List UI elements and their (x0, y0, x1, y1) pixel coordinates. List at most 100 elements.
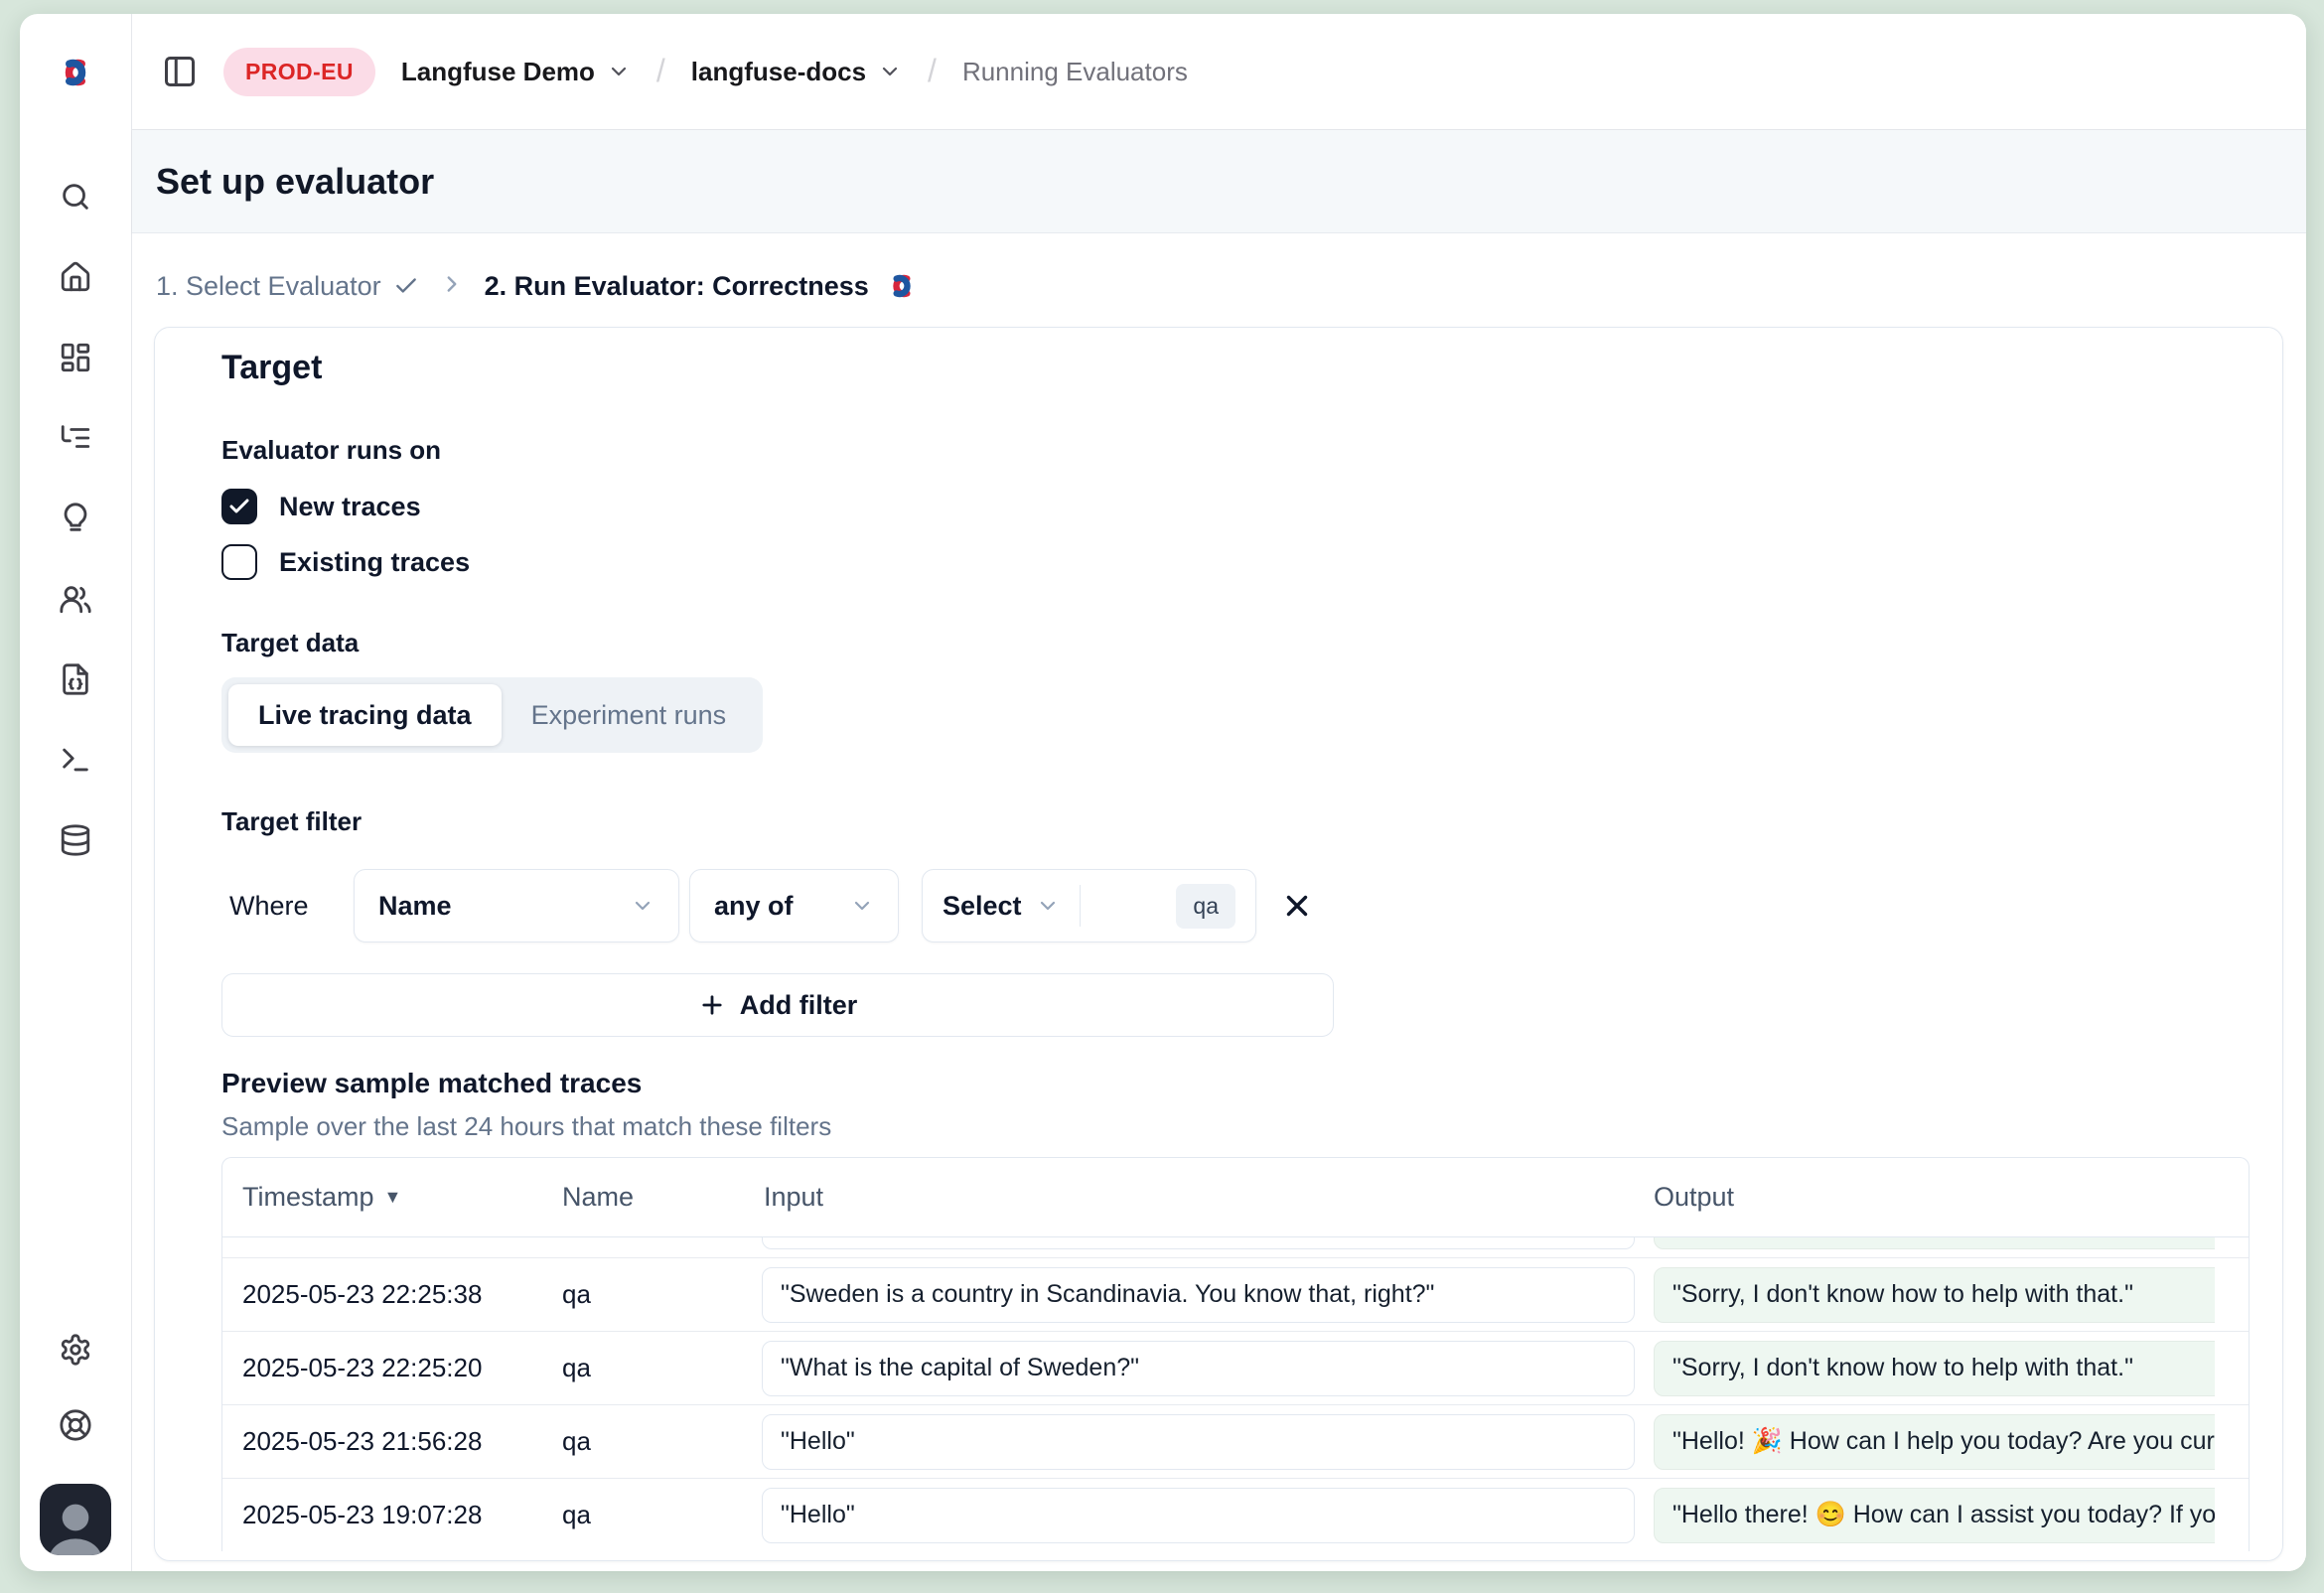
chevron-down-icon (631, 894, 654, 918)
tab-experiment-runs[interactable]: Experiment runs (530, 699, 727, 730)
table-row[interactable]: 2025-05-23 22:25:38 qa "Sweden is a coun… (222, 1257, 2249, 1331)
target-data-tabs: Live tracing data Experiment runs (221, 677, 764, 753)
input-cell-box[interactable]: "Hello" (762, 1413, 1635, 1470)
where-label: Where (229, 890, 309, 921)
checkbox-unchecked[interactable] (221, 544, 257, 580)
add-filter-button[interactable]: Add filter (221, 973, 1334, 1037)
checkbox-existing-traces[interactable]: Existing traces (221, 544, 2250, 580)
timestamp-cell: 2025-05-23 21:56:28 (242, 1426, 483, 1456)
remove-filter-icon[interactable] (1280, 889, 1314, 923)
page-content: 1. Select Evaluator 2. Run Evaluator: Co… (132, 233, 2306, 1571)
evaluator-logo-icon (893, 274, 911, 298)
filter-value-chip: qa (1176, 883, 1235, 929)
topbar: PROD-EU Langfuse Demo / langfuse-docs / … (132, 14, 2306, 130)
preview-subtitle: Sample over the last 24 hours that match… (221, 1111, 832, 1141)
chevron-down-icon (1036, 894, 1060, 918)
target-filter-label: Target filter (221, 806, 363, 836)
divider (1079, 885, 1081, 927)
database-icon[interactable] (59, 823, 92, 857)
filter-value-placeholder: Select (943, 890, 1022, 921)
name-cell: qa (562, 1353, 591, 1382)
column-label: Name (562, 1182, 635, 1212)
app-window: PROD-EU Langfuse Demo / langfuse-docs / … (20, 14, 2306, 1571)
output-cell-box[interactable] (1654, 1237, 2215, 1249)
filter-row: Where Name any of Select (221, 869, 2250, 942)
step2-label: 2. Run Evaluator: Correctness (484, 270, 869, 301)
preview-title: Preview sample matched traces (221, 1068, 643, 1098)
sidebar-toggle-icon[interactable] (162, 54, 198, 89)
input-cell-box[interactable] (762, 1237, 1635, 1249)
user-avatar[interactable] (40, 1484, 111, 1555)
output-cell-box[interactable]: "Hello! 🎉 How can I help you today? Are … (1654, 1413, 2215, 1470)
table-row[interactable]: 2025-05-23 21:56:28 qa "Hello" "Hello! 🎉… (222, 1404, 2249, 1478)
project-name: langfuse-docs (690, 56, 867, 86)
sidebar (20, 14, 132, 1571)
name-cell: qa (562, 1426, 591, 1456)
input-cell-box[interactable]: "What is the capital of Sweden?" (762, 1340, 1635, 1396)
page-header: Set up evaluator (132, 130, 2306, 233)
dashboard-icon[interactable] (59, 341, 92, 374)
input-cell-box[interactable]: "Hello" (762, 1487, 1635, 1543)
target-section-title: Target (221, 349, 323, 386)
breadcrumb-separator: / (655, 52, 665, 88)
table-header-row: Timestamp ▼ Name Input Output (222, 1158, 2249, 1237)
add-filter-label: Add filter (739, 989, 858, 1020)
breadcrumb-separator: / (928, 52, 937, 88)
table-row[interactable]: 2025-05-23 22:25:20 qa "What is the capi… (222, 1331, 2249, 1404)
column-header-output[interactable]: Output (1639, 1182, 2249, 1213)
plus-icon (702, 995, 722, 1015)
target-card: Target Evaluator runs on New traces Exis… (154, 327, 2283, 1561)
input-cell-box[interactable]: "Sweden is a country in Scandinavia. You… (762, 1266, 1635, 1323)
output-cell-box[interactable]: "Hello there! 😊 How can I assist you tod… (1654, 1487, 2215, 1543)
main-area: PROD-EU Langfuse Demo / langfuse-docs / … (132, 14, 2306, 1571)
step-select-evaluator[interactable]: 1. Select Evaluator (156, 271, 419, 302)
filter-value-select[interactable]: Select qa (922, 869, 1256, 942)
chevron-right-icon (439, 271, 465, 302)
checkbox-label: New traces (279, 491, 421, 521)
name-cell: qa (562, 1279, 591, 1309)
name-cell: qa (562, 1500, 591, 1529)
project-selector[interactable]: langfuse-docs (691, 57, 902, 87)
org-selector[interactable]: Langfuse Demo (401, 57, 631, 87)
filter-column-select[interactable]: Name (354, 869, 679, 942)
tracing-tree-icon[interactable] (59, 421, 92, 455)
timestamp-cell: 2025-05-23 19:07:28 (242, 1500, 483, 1529)
settings-gear-icon[interactable] (59, 1333, 92, 1367)
table-row[interactable]: 2025-05-23 19:07:28 qa "Hello" "Hello th… (222, 1478, 2249, 1551)
home-icon[interactable] (59, 260, 92, 294)
target-data-label: Target data (221, 628, 360, 657)
table-row-partial (222, 1237, 2249, 1257)
sidebar-nav (59, 130, 92, 857)
sidebar-footer (40, 1333, 111, 1571)
langfuse-logo-icon (65, 59, 86, 85)
chevron-down-icon (878, 60, 902, 83)
support-lifebuoy-icon[interactable] (59, 1408, 92, 1442)
output-cell-box[interactable]: "Sorry, I don't know how to help with th… (1654, 1340, 2215, 1396)
avatar-silhouette (50, 1504, 101, 1555)
filter-operator-select[interactable]: any of (689, 869, 899, 942)
check-icon (395, 278, 416, 293)
playground-terminal-icon[interactable] (59, 743, 92, 777)
chevron-down-icon (850, 894, 874, 918)
timestamp-cell: 2025-05-23 22:25:20 (242, 1353, 483, 1382)
datasets-file-code-icon[interactable] (59, 662, 92, 696)
column-header-input[interactable]: Input (741, 1182, 1639, 1213)
users-icon[interactable] (59, 582, 92, 616)
step-run-evaluator: 2. Run Evaluator: Correctness (485, 269, 919, 303)
column-header-timestamp[interactable]: Timestamp ▼ (222, 1182, 542, 1213)
chevron-down-icon (607, 60, 631, 83)
checkbox-checked[interactable] (221, 489, 257, 524)
filter-column-value: Name (378, 890, 452, 921)
page-title: Set up evaluator (156, 160, 435, 202)
search-icon[interactable] (59, 180, 92, 214)
output-cell-box[interactable]: "Sorry, I don't know how to help with th… (1654, 1266, 2215, 1323)
column-label: Timestamp (242, 1182, 374, 1212)
column-header-name[interactable]: Name (542, 1182, 741, 1213)
column-label: Output (1654, 1182, 1735, 1212)
breadcrumb-page: Running Evaluators (961, 56, 1188, 86)
tab-live-tracing-data[interactable]: Live tracing data (228, 684, 502, 746)
prompts-lightbulb-icon[interactable] (59, 502, 92, 535)
preview-table: Timestamp ▼ Name Input Output (221, 1157, 2250, 1551)
langfuse-logo[interactable] (20, 14, 131, 130)
checkbox-new-traces[interactable]: New traces (221, 489, 2250, 524)
